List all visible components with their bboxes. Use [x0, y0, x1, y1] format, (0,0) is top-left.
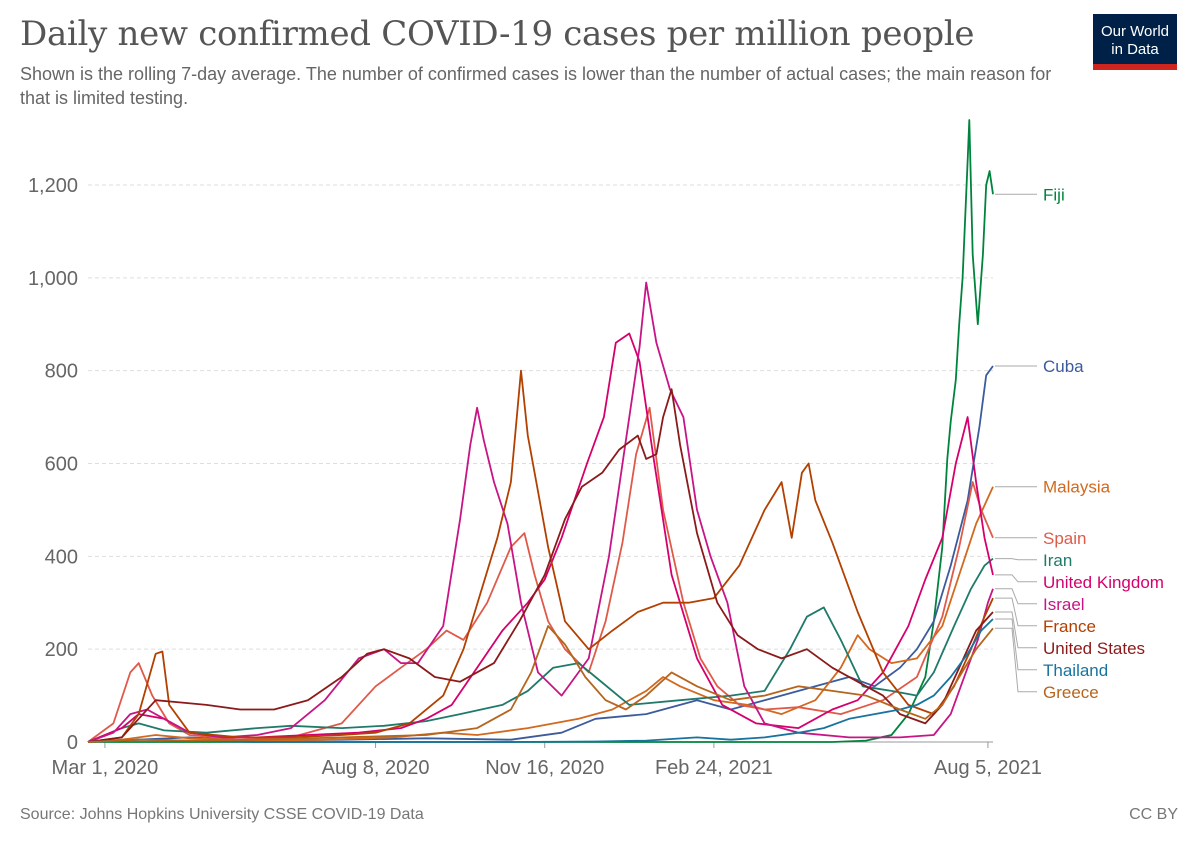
series-label-france: France	[1043, 617, 1096, 636]
label-connector-united-states	[995, 611, 1037, 649]
x-tick-label: Aug 5, 2021	[934, 757, 1042, 779]
label-connector-israel	[995, 588, 1037, 605]
series-label-greece: Greece	[1043, 683, 1099, 702]
label-connector-greece	[995, 627, 1037, 693]
license-label[interactable]: CC BY	[1129, 806, 1178, 823]
series-line-france	[87, 369, 994, 743]
y-tick-label: 0	[67, 732, 78, 754]
y-tick-label: 200	[45, 639, 78, 661]
series-line-israel	[87, 281, 994, 743]
chart-title: Daily new confirmed COVID-19 cases per m…	[20, 14, 975, 54]
logo-line-2: in Data	[1111, 41, 1159, 58]
series-line-cuba	[87, 365, 994, 743]
x-tick-label: Feb 24, 2021	[655, 757, 773, 779]
series-line-malaysia	[87, 486, 994, 743]
label-layer: Fiji Cuba Malaysia Spain Iran United Kingdom I…	[995, 185, 1164, 702]
y-tick-label: 1,000	[28, 268, 78, 290]
series-line-thailand	[87, 618, 994, 743]
series-line-united-states	[87, 388, 994, 743]
line-chart: 0 200 400 600 800 1,000 1,200 Mar 1, 2020 Aug 8,…	[28, 119, 1164, 779]
grid-layer	[88, 184, 993, 650]
x-tick-label: Nov 16, 2020	[485, 757, 604, 779]
series-layer	[87, 119, 994, 743]
label-connector-france	[995, 597, 1037, 627]
series-label-israel: Israel	[1043, 595, 1085, 614]
series-label-malaysia: Malaysia	[1043, 478, 1111, 497]
series-line-spain	[87, 406, 994, 743]
logo-line-1: Our World	[1100, 23, 1170, 40]
series-label-cuba: Cuba	[1043, 357, 1084, 376]
series-line-iran	[87, 557, 994, 743]
owid-logo[interactable]: Our World in Data	[1093, 14, 1177, 70]
label-connector-united-kingdom	[995, 574, 1037, 583]
series-label-united-states: United States	[1043, 639, 1145, 658]
y-tick-label: 600	[45, 453, 78, 475]
y-tick-label: 800	[45, 361, 78, 383]
y-tick-label: 400	[45, 546, 78, 568]
series-label-thailand: Thailand	[1043, 661, 1108, 680]
x-tick-label: Aug 8, 2020	[322, 757, 430, 779]
series-label-fiji: Fiji	[1043, 185, 1065, 204]
series-line-fiji	[88, 119, 994, 743]
chart-subtitle: Shown is the rolling 7-day average. The …	[20, 64, 1052, 108]
label-connector-thailand	[995, 618, 1037, 671]
x-tick-label: Mar 1, 2020	[52, 757, 159, 779]
y-tick-label: 1,200	[28, 175, 78, 197]
source-note[interactable]: Source: Johns Hopkins University CSSE CO…	[20, 806, 424, 823]
series-label-united-kingdom: United Kingdom	[1043, 573, 1164, 592]
series-line-greece	[87, 625, 994, 743]
series-label-iran: Iran	[1043, 551, 1072, 570]
series-label-spain: Spain	[1043, 529, 1086, 548]
label-connector-iran	[995, 558, 1037, 561]
